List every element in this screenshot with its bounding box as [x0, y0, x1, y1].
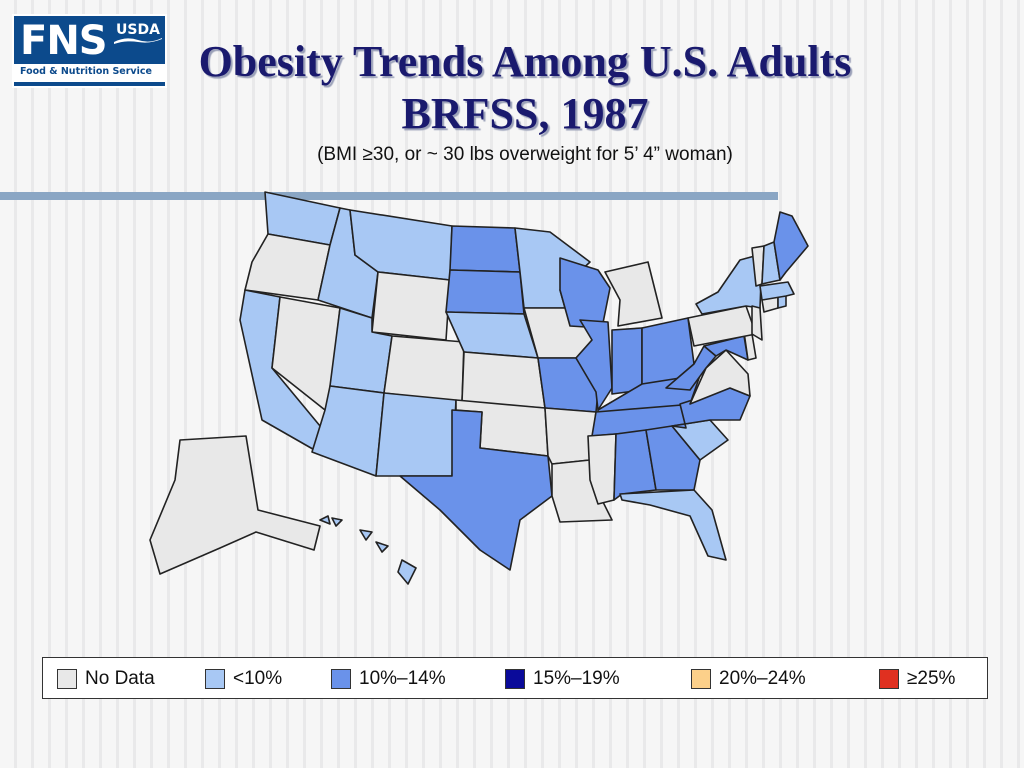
- state-mi: [604, 261, 663, 327]
- state-ms: [587, 433, 617, 505]
- usda-logo-mark: USDA: [114, 22, 162, 46]
- state-wi: [559, 257, 611, 329]
- header-rule: [0, 192, 778, 200]
- legend-label: 20%–24%: [719, 668, 806, 689]
- state-il: [575, 319, 613, 411]
- state-ga: [645, 425, 701, 491]
- us-obesity-map: [149, 191, 809, 585]
- legend-swatch: [505, 669, 525, 689]
- legend-item: 10%–14%: [331, 667, 446, 691]
- state-nm: [375, 392, 457, 477]
- legend-item: 15%–19%: [505, 667, 620, 691]
- legend-item: No Data: [57, 667, 155, 691]
- legend: No Data <10% 10%–14% 15%–19% 20%–24% ≥25%: [42, 657, 988, 699]
- legend-label: No Data: [85, 668, 155, 689]
- state-or: [244, 233, 331, 301]
- logo-fns-text: FNS: [20, 18, 108, 64]
- logo-bar: [14, 64, 165, 82]
- legend-swatch: [691, 669, 711, 689]
- state-nj: [751, 305, 763, 341]
- state-hi: [319, 515, 417, 585]
- fns-usda-logo: FNS USDA Food & Nutrition Service: [12, 14, 167, 88]
- legend-swatch: [57, 669, 77, 689]
- legend-label: ≥25%: [907, 668, 956, 689]
- state-nd: [449, 225, 521, 273]
- legend-label: 10%–14%: [359, 668, 446, 689]
- state-fl: [619, 489, 727, 561]
- state-sd: [445, 269, 525, 315]
- state-al: [613, 429, 657, 501]
- state-me: [773, 211, 809, 281]
- legend-label: 15%–19%: [533, 668, 620, 689]
- legend-swatch: [879, 669, 899, 689]
- state-in: [611, 327, 643, 395]
- state-ny: [695, 253, 763, 315]
- state-ks: [461, 351, 546, 409]
- title-line-2: BRFSS, 1987: [401, 89, 649, 138]
- state-tx: [399, 409, 553, 571]
- logo-usda-text: USDA: [116, 22, 160, 38]
- logo-subtitle: Food & Nutrition Service: [20, 66, 152, 77]
- state-co: [383, 335, 465, 403]
- legend-swatch: [205, 669, 225, 689]
- legend-item: 20%–24%: [691, 667, 806, 691]
- subtitle: (BMI ≥30, or ~ 30 lbs overweight for 5’ …: [317, 144, 733, 165]
- legend-item: <10%: [205, 667, 282, 691]
- usda-hills-icon: [114, 38, 162, 44]
- state-wy: [371, 271, 451, 341]
- title-line-1: Obesity Trends Among U.S. Adults: [198, 37, 852, 86]
- state-ak: [149, 435, 321, 575]
- legend-swatch: [331, 669, 351, 689]
- legend-item: ≥25%: [879, 667, 955, 691]
- state-ma: [759, 281, 795, 301]
- legend-label: <10%: [233, 668, 283, 689]
- state-az: [311, 385, 385, 477]
